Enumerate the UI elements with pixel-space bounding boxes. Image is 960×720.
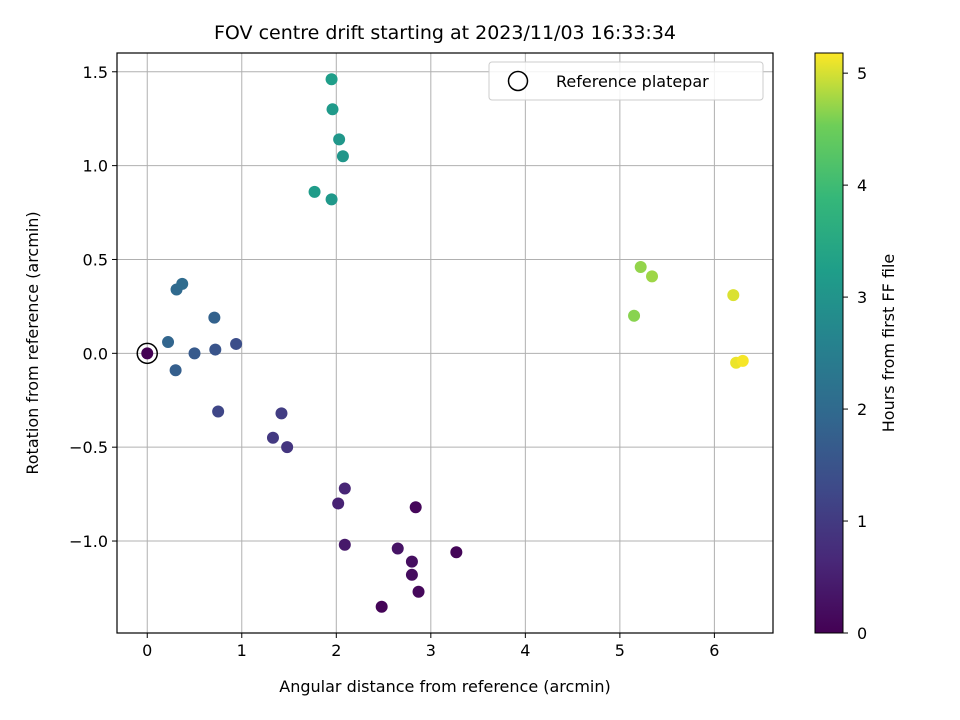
colorbar-tick-label: 3: [857, 288, 867, 307]
reference-marker: [136, 342, 158, 365]
data-point: [266, 431, 279, 444]
data-point: [162, 336, 175, 349]
colorbar-tick-label: 2: [857, 400, 867, 419]
data-point: [332, 497, 345, 510]
data-point: [169, 364, 182, 377]
data-point: [736, 354, 749, 367]
x-axis-label: Angular distance from reference (arcmin): [279, 677, 610, 696]
data-point: [308, 185, 321, 198]
x-tick-label: 3: [426, 641, 436, 660]
data-point: [281, 441, 294, 454]
data-point: [338, 482, 351, 495]
x-ticks: 0 1 2 3 4 5 6: [142, 633, 719, 660]
colorbar-ticks: 0 1 2 3 4 5: [843, 64, 867, 643]
y-ticks: 1.5 1.0 0.5 0.0 −0.5 −1.0: [69, 63, 117, 551]
legend: Reference platepar: [488, 61, 764, 101]
data-point: [336, 150, 349, 163]
colorbar-label: Hours from first FF file: [879, 254, 898, 433]
x-tick-label: 2: [331, 641, 341, 660]
x-tick-label: 0: [142, 641, 152, 660]
data-point: [375, 600, 388, 613]
data-points: [141, 73, 749, 613]
data-point: [405, 555, 418, 568]
colorbar-tick-label: 4: [857, 176, 867, 195]
y-tick-label: 1.0: [83, 157, 108, 176]
data-point: [405, 568, 418, 581]
data-point: [275, 407, 288, 420]
colorbar-tick-label: 1: [857, 512, 867, 531]
data-point: [208, 311, 221, 324]
data-point: [209, 343, 222, 356]
colorbar: 0 1 2 3 4 5 Hours from first FF file: [814, 52, 898, 643]
y-tick-label: 0.0: [83, 344, 108, 363]
data-point: [727, 289, 740, 302]
grid-lines: [117, 53, 773, 633]
y-axis-label: Rotation from reference (arcmin): [23, 211, 42, 474]
x-tick-label: 1: [237, 641, 247, 660]
colorbar-gradient: [814, 52, 844, 634]
legend-entry-reference: Reference platepar: [556, 72, 709, 91]
data-point: [325, 73, 338, 86]
y-tick-label: −1.0: [69, 532, 108, 551]
y-tick-label: −0.5: [69, 438, 108, 457]
data-point: [188, 347, 201, 360]
chart-title: FOV centre drift starting at 2023/11/03 …: [214, 22, 676, 44]
data-point: [646, 270, 659, 283]
x-tick-label: 4: [520, 641, 530, 660]
data-point: [409, 501, 422, 514]
data-point: [338, 538, 351, 551]
data-point: [230, 337, 243, 350]
data-point: [391, 542, 404, 555]
data-point: [212, 405, 225, 418]
colorbar-tick-label: 0: [857, 624, 867, 643]
data-point: [141, 347, 154, 360]
data-point: [326, 103, 339, 116]
plot-frame: [116, 52, 774, 634]
data-point: [634, 260, 647, 273]
data-point: [176, 277, 189, 290]
data-point: [412, 585, 425, 598]
data-point: [333, 133, 346, 146]
data-point: [628, 309, 641, 322]
y-tick-label: 1.5: [83, 63, 108, 82]
colorbar-tick-label: 5: [857, 64, 867, 83]
data-point: [450, 546, 463, 559]
legend-reference-marker: [507, 70, 529, 92]
x-tick-label: 6: [709, 641, 719, 660]
reference-marker-layer: [136, 342, 158, 365]
legend-box: [488, 61, 764, 101]
data-point: [325, 193, 338, 206]
x-tick-label: 5: [615, 641, 625, 660]
y-tick-label: 0.5: [83, 250, 108, 269]
